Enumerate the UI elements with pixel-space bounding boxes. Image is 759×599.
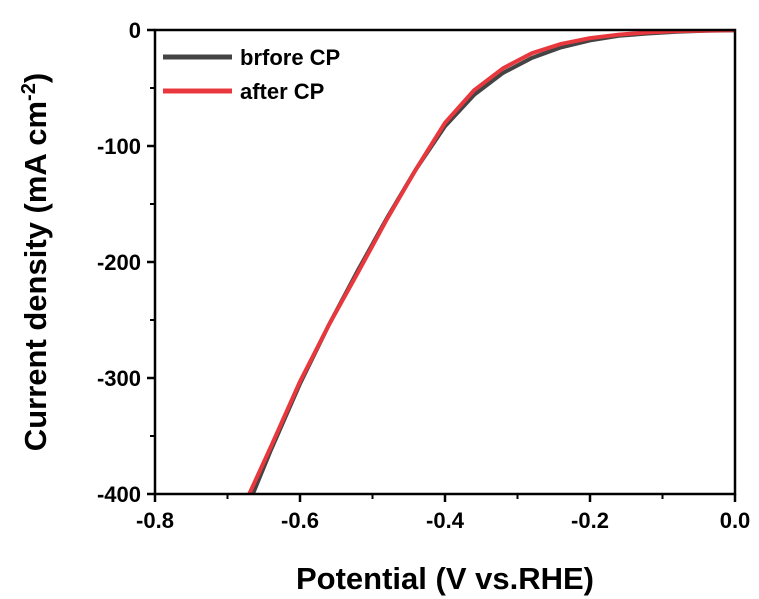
y-axis: 0 -100 -200 -300 -400 — [97, 18, 155, 507]
plot-background — [155, 30, 735, 494]
y-tick-label: -300 — [97, 366, 141, 391]
y-tick-label: -200 — [97, 250, 141, 275]
y-tick-label: 0 — [129, 18, 141, 43]
x-tick-label: -0.6 — [281, 508, 319, 533]
series-line-after-cp — [247, 30, 735, 494]
x-tick-label: -0.4 — [426, 508, 465, 533]
y-axis-title-main: Current density (mA cm — [18, 101, 53, 451]
legend-label-brfore-cp: brfore CP — [240, 45, 340, 70]
x-axis-title: Potential (V vs.RHE) — [296, 561, 594, 596]
x-axis: -0.8 -0.6 -0.4 -0.2 0.0 — [136, 494, 750, 533]
legend-label-after-cp: after CP — [240, 79, 324, 104]
x-tick-label: -0.8 — [136, 508, 174, 533]
y-axis-title-superscript: -2 — [18, 83, 40, 101]
legend: brfore CP after CP — [163, 45, 340, 104]
y-axis-title: Current density (mA cm-2) — [18, 73, 53, 451]
y-axis-title-close: ) — [18, 73, 53, 83]
x-tick-label: -0.2 — [571, 508, 609, 533]
series-layer — [247, 30, 735, 494]
y-tick-label: -100 — [97, 134, 141, 159]
x-tick-label: 0.0 — [720, 508, 751, 533]
y-tick-label: -400 — [97, 482, 141, 507]
